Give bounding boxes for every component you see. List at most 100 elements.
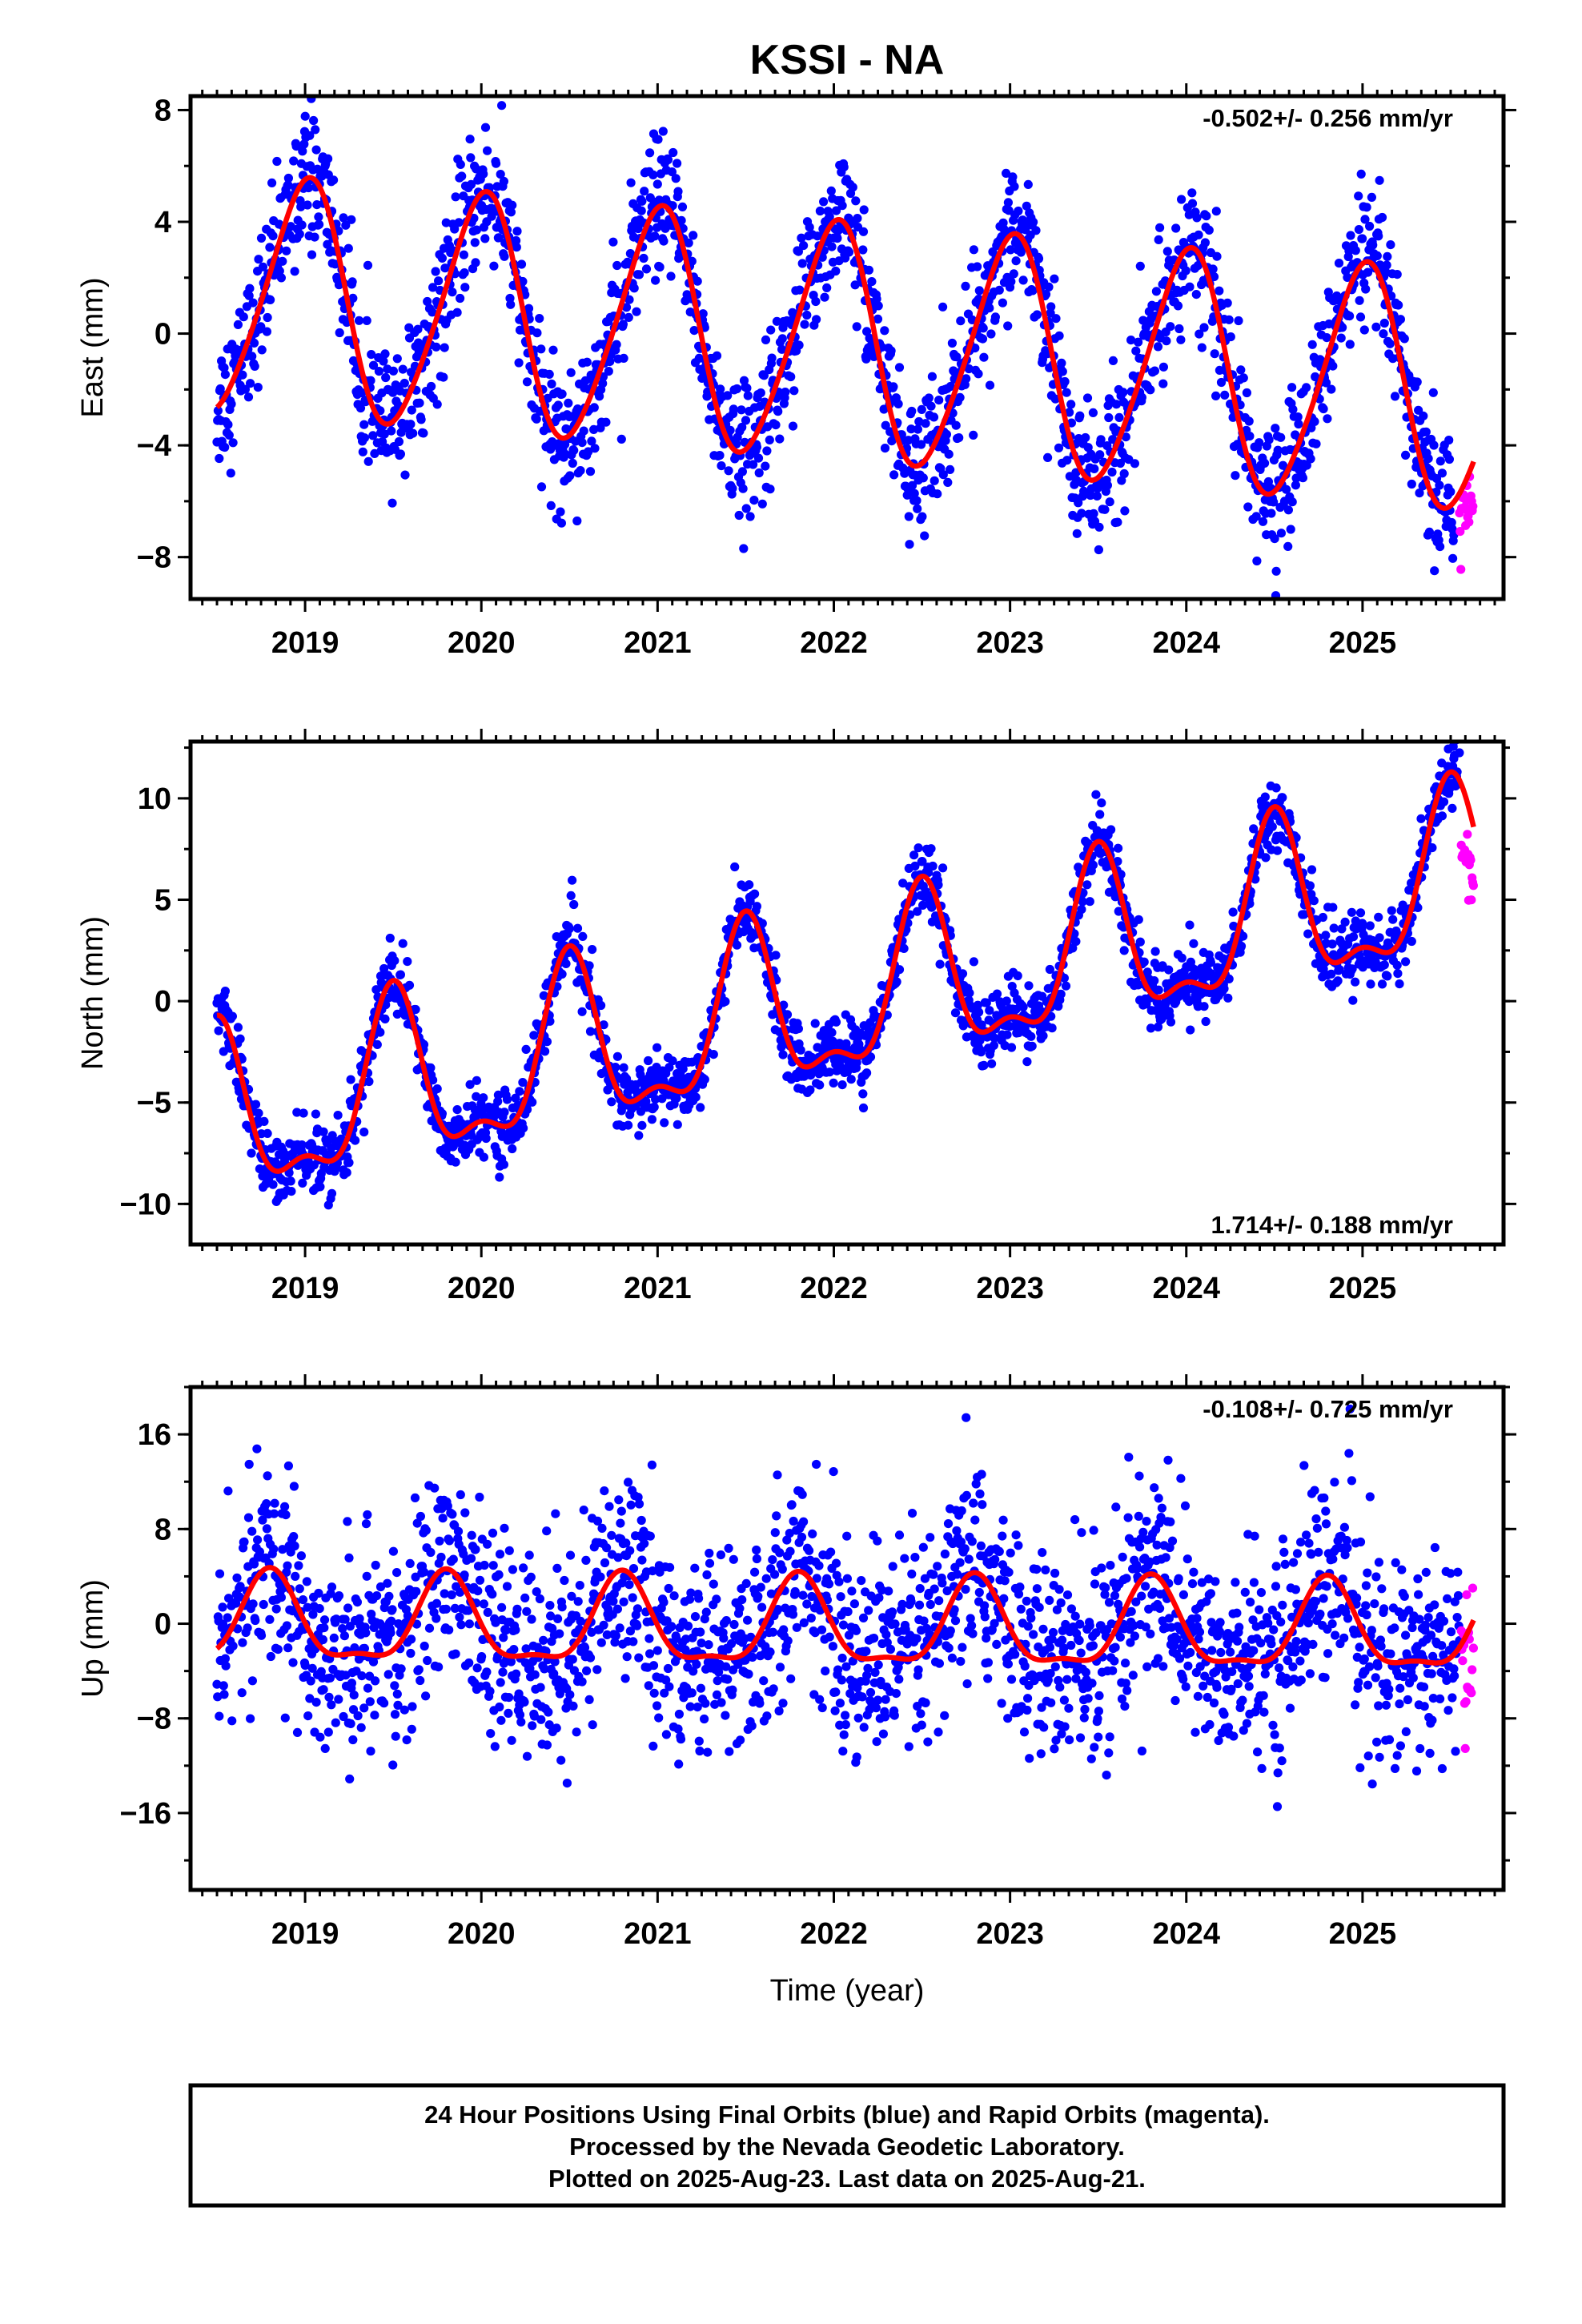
east-final-point — [1371, 322, 1381, 332]
east-final-point — [1153, 342, 1163, 352]
north-final-point — [299, 1108, 308, 1118]
north-plot-area — [212, 742, 1478, 1210]
north-final-point — [644, 1055, 653, 1066]
east-final-point — [1185, 282, 1195, 292]
north-final-point — [1006, 1043, 1017, 1052]
north-final-point — [561, 959, 571, 968]
east-final-point — [339, 213, 348, 223]
east-final-point — [1114, 412, 1124, 423]
east-final-point — [335, 328, 344, 338]
east-final-point — [1287, 383, 1297, 392]
up-final-point — [344, 1553, 354, 1562]
up-final-point — [456, 1620, 466, 1630]
north-final-point — [678, 1064, 688, 1074]
up-final-point — [256, 1630, 267, 1640]
up-final-point — [223, 1613, 232, 1622]
east-final-point — [994, 285, 1004, 295]
up-final-point — [269, 1509, 279, 1518]
up-final-point — [392, 1689, 402, 1699]
up-final-point — [363, 1510, 372, 1520]
east-final-point — [1215, 286, 1224, 296]
east-final-point — [906, 424, 916, 434]
east-final-point — [728, 484, 737, 493]
east-final-point — [506, 300, 516, 309]
east-final-point — [745, 512, 755, 521]
east-final-point — [1346, 231, 1355, 240]
up-final-point — [535, 1594, 545, 1604]
east-final-point — [677, 202, 688, 211]
up-final-point — [637, 1555, 647, 1565]
up-final-point — [530, 1670, 540, 1679]
north-final-point — [472, 1092, 481, 1101]
up-final-point — [359, 1703, 369, 1713]
east-final-point — [608, 237, 618, 247]
up-final-point — [494, 1570, 504, 1579]
east-final-point — [532, 328, 542, 338]
east-final-point — [687, 256, 697, 266]
north-final-point — [1375, 933, 1384, 943]
up-final-point — [383, 1670, 393, 1679]
east-final-point — [415, 398, 424, 408]
up-final-point — [348, 1735, 358, 1745]
east-final-point — [894, 363, 905, 372]
east-final-point — [1251, 512, 1261, 521]
east-final-point — [315, 219, 324, 229]
north-final-point — [806, 1071, 816, 1080]
up-final-point — [339, 1631, 349, 1641]
up-final-point — [500, 1523, 509, 1533]
up-final-point — [473, 1586, 483, 1596]
north-final-point — [1097, 798, 1106, 808]
east-final-point — [880, 326, 889, 336]
up-final-point — [243, 1623, 252, 1633]
north-rapid-point — [1467, 895, 1476, 905]
north-x-tick-label: 2019 — [271, 1272, 339, 1305]
north-final-point — [1337, 924, 1347, 934]
east-final-point — [724, 466, 733, 476]
east-final-point — [651, 275, 661, 285]
up-final-point — [340, 1614, 350, 1624]
east-final-point — [799, 241, 809, 251]
east-rapid-point — [1456, 527, 1465, 537]
east-final-point — [741, 416, 751, 425]
up-final-point — [219, 1681, 228, 1691]
north-final-point — [668, 1056, 677, 1066]
east-y-tick-label: 8 — [155, 94, 171, 127]
east-final-point — [472, 225, 482, 235]
east-final-point — [926, 401, 936, 411]
up-final-point — [504, 1708, 513, 1718]
up-final-point — [423, 1655, 432, 1666]
east-final-point — [739, 544, 749, 553]
up-final-point — [524, 1550, 534, 1560]
north-final-point — [696, 1103, 705, 1112]
north-final-point — [351, 1136, 360, 1145]
north-rapid-orbit-points — [1456, 830, 1478, 905]
up-final-point — [379, 1699, 389, 1708]
north-final-point — [918, 900, 928, 910]
north-final-point — [1139, 957, 1149, 967]
up-final-point — [498, 1667, 508, 1677]
east-final-point — [921, 419, 930, 428]
east-final-point — [1448, 553, 1458, 563]
east-final-point — [858, 245, 868, 255]
north-final-point — [519, 1124, 528, 1133]
east-final-point — [862, 327, 872, 336]
north-final-point — [1095, 810, 1105, 819]
east-final-point — [765, 435, 774, 445]
up-final-point — [628, 1593, 637, 1602]
east-final-point — [1210, 349, 1219, 359]
east-final-point — [1234, 316, 1243, 326]
east-final-point — [572, 516, 582, 526]
east-final-point — [902, 490, 912, 500]
north-final-point — [1024, 981, 1034, 991]
east-final-point — [1194, 230, 1203, 239]
east-final-point — [441, 218, 451, 227]
east-final-point — [439, 372, 448, 382]
north-final-point — [539, 991, 548, 1000]
up-final-point — [296, 1551, 306, 1561]
east-final-point — [1135, 261, 1145, 271]
east-final-point — [893, 399, 903, 408]
up-final-point — [544, 1707, 553, 1717]
east-final-point — [1173, 301, 1183, 311]
east-final-point — [1044, 282, 1054, 292]
north-final-point — [1395, 979, 1404, 989]
